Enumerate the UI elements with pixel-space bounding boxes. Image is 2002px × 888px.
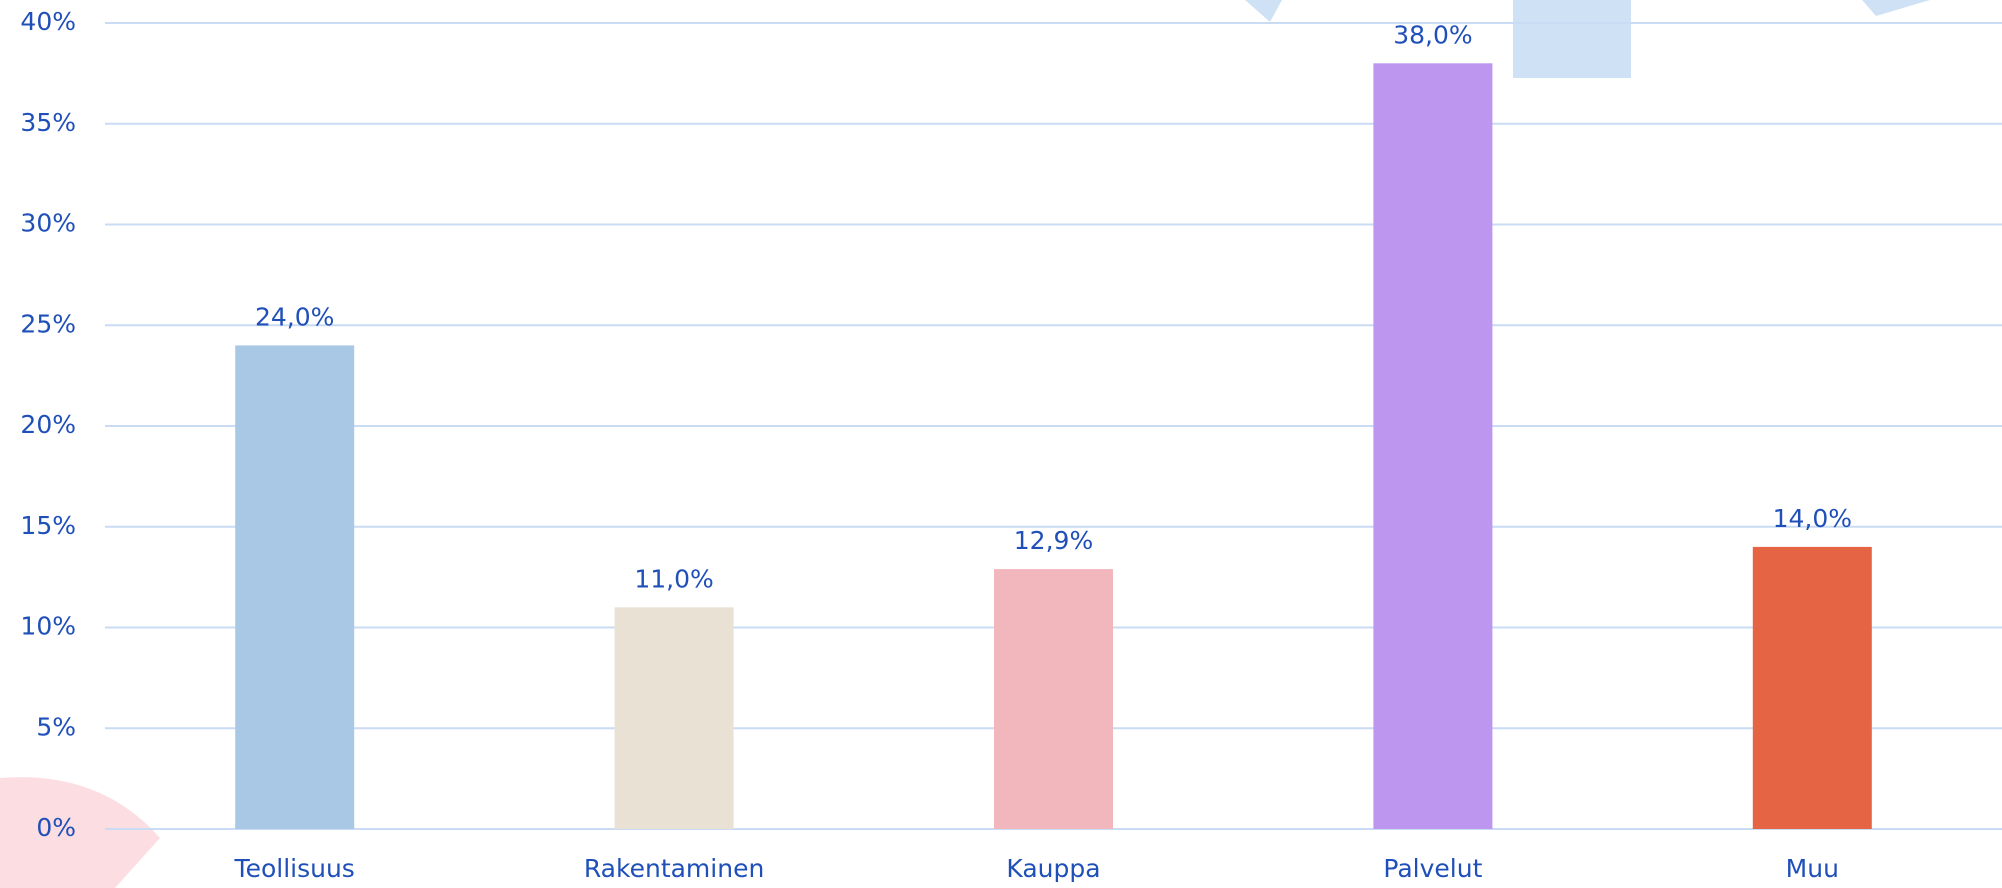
bar [614, 607, 734, 829]
decoration [1862, 0, 1930, 16]
x-tick-label: Rakentaminen [584, 854, 764, 883]
x-tick-label: Teollisuus [234, 854, 355, 883]
bar [1373, 63, 1493, 830]
y-tick-label: 0% [36, 813, 76, 842]
decoration [1245, 0, 1282, 22]
data-label: 11,0% [634, 564, 713, 593]
decoration [1513, 0, 1631, 78]
bar [1752, 546, 1872, 829]
y-tick-label: 10% [20, 612, 76, 641]
y-tick-label: 25% [20, 309, 76, 338]
y-tick-label: 15% [20, 511, 76, 540]
data-label: 14,0% [1773, 504, 1852, 533]
x-tick-label: Muu [1786, 854, 1839, 883]
x-tick-label: Palvelut [1383, 854, 1482, 883]
bar [235, 345, 355, 829]
y-tick-label: 5% [36, 712, 76, 741]
y-tick-label: 30% [20, 209, 76, 238]
bar [994, 569, 1113, 829]
data-label: 12,9% [1014, 526, 1093, 555]
decoration [0, 777, 160, 888]
y-tick-label: 20% [20, 410, 76, 439]
data-label: 38,0% [1393, 20, 1472, 49]
data-label: 24,0% [255, 302, 334, 331]
y-tick-label: 40% [20, 7, 76, 36]
y-tick-label: 35% [20, 108, 76, 137]
x-tick-label: Kauppa [1006, 854, 1100, 883]
